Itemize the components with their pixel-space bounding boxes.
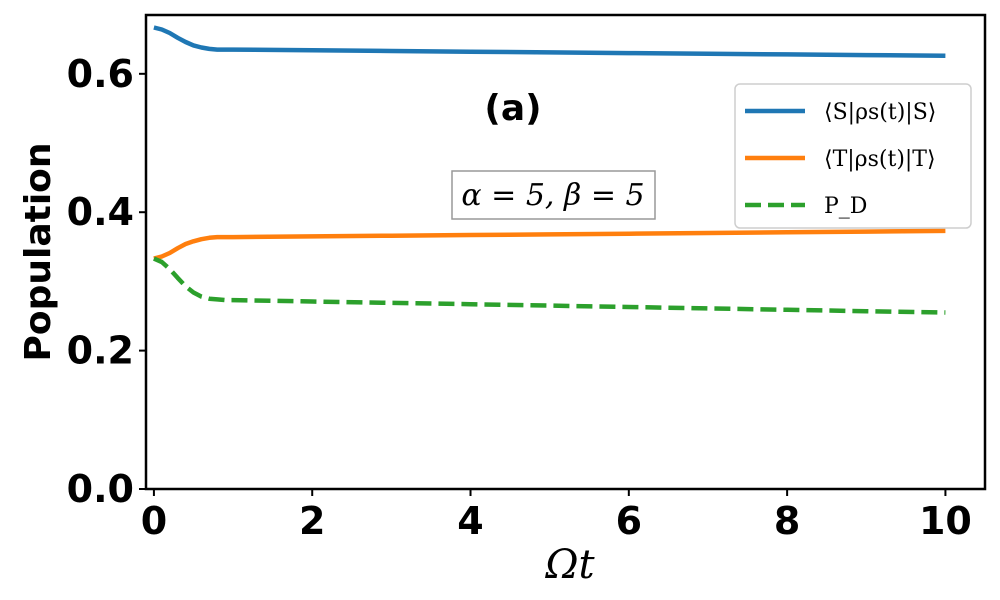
x-ticks: 0 2 4 6 8 10 <box>141 489 972 543</box>
series-line-2 <box>153 256 946 315</box>
series-lines <box>153 25 946 315</box>
x-tick-label: 0 <box>141 499 167 543</box>
parameter-annotation: α = 5, β = 5 <box>451 170 656 220</box>
legend-label-2: P_D <box>824 194 867 219</box>
y-tick-label: 0.6 <box>67 52 134 96</box>
y-axis-label: Population <box>18 142 59 361</box>
panel-label: (a) <box>484 88 541 129</box>
y-ticks: 0.0 0.2 0.4 0.6 <box>67 52 146 511</box>
y-tick-label: 0.2 <box>67 329 134 373</box>
parameter-box <box>451 170 656 220</box>
legend-label-0: ⟨S|ρs(t)|S⟩ <box>824 100 936 125</box>
x-axis-label: Ωt <box>544 542 595 588</box>
x-tick-label: 4 <box>457 499 483 543</box>
parameter-label: α = 5, β = 5 <box>461 178 644 213</box>
legend: ⟨S|ρs(t)|S⟩ ⟨T|ρs(t)|T⟩ P_D <box>734 83 972 229</box>
y-tick-label: 0.0 <box>67 467 134 511</box>
series-line-1 <box>153 228 946 261</box>
legend-box <box>734 83 972 229</box>
x-tick-label: 10 <box>919 499 972 543</box>
x-tick-label: 6 <box>616 499 642 543</box>
y-tick-label: 0.4 <box>67 190 134 234</box>
x-tick-label: 2 <box>299 499 325 543</box>
x-tick-label: 8 <box>774 499 800 543</box>
legend-label-1: ⟨T|ρs(t)|T⟩ <box>824 147 936 172</box>
plot-frame <box>144 13 987 491</box>
series-line-0 <box>153 25 946 59</box>
